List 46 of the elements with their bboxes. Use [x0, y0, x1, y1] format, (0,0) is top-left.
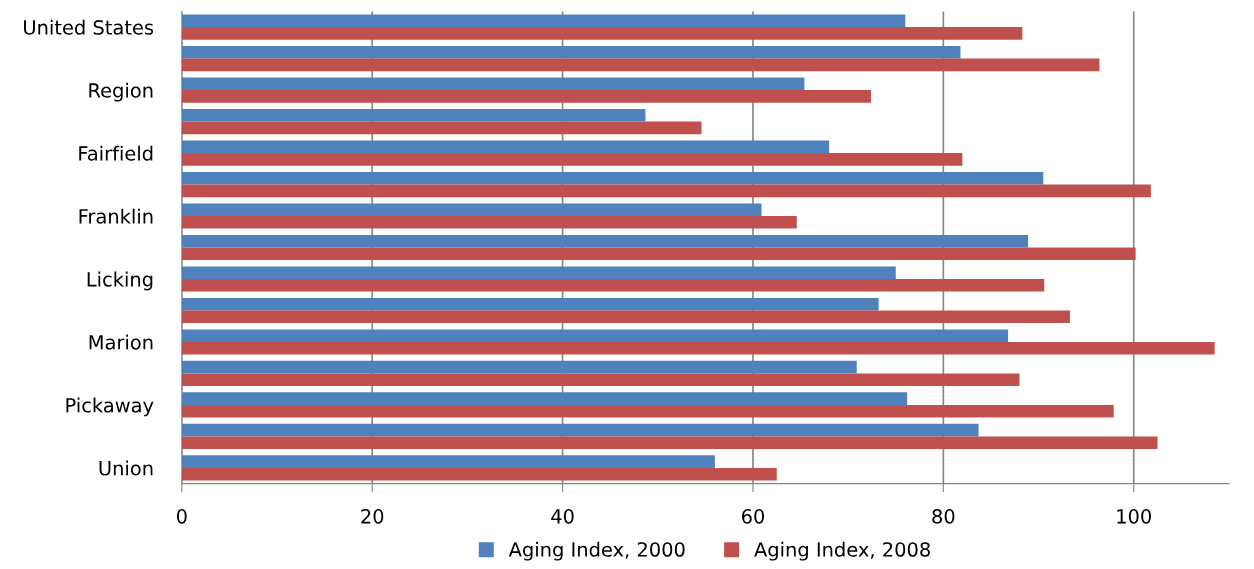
bar	[181, 455, 715, 468]
bar	[181, 436, 1158, 450]
x-tick-label: 80	[932, 508, 955, 524]
bar	[181, 234, 1029, 248]
bar	[181, 297, 879, 311]
bar	[181, 77, 805, 91]
bar	[181, 46, 961, 59]
bar	[181, 373, 1020, 387]
bar	[181, 108, 646, 122]
y-tick-label: United States	[24, 19, 154, 35]
y-tick-label: Marion	[89, 334, 153, 350]
x-tick-label: 40	[551, 508, 574, 524]
bar	[181, 392, 908, 405]
bar	[181, 310, 1070, 324]
x-tick-label: 20	[361, 508, 384, 524]
bar	[181, 153, 963, 166]
bar	[181, 467, 777, 481]
bar	[181, 247, 1136, 261]
x-tick-label: 60	[741, 508, 765, 524]
y-tick-label: Fairfield	[79, 145, 153, 161]
bar	[181, 14, 906, 28]
legend-label: Aging Index, 2008	[754, 541, 930, 561]
x-tick-label: 0	[176, 508, 187, 524]
bar	[181, 360, 857, 374]
bar	[181, 279, 1045, 292]
bar	[181, 140, 830, 154]
y-tick-label: Region	[89, 82, 153, 102]
bar	[181, 90, 872, 103]
bar	[181, 266, 896, 279]
legend-label: Aging Index, 2000	[508, 541, 685, 561]
bar	[181, 58, 1100, 72]
y-tick-label: Union	[99, 460, 153, 476]
y-tick-label: Pickaway	[66, 397, 154, 417]
bar	[181, 171, 1044, 185]
y-tick-label: Franklin	[79, 208, 153, 224]
bar	[181, 27, 1023, 40]
bar	[181, 341, 1215, 355]
bar	[181, 423, 979, 437]
bar	[181, 329, 1009, 342]
x-tick-label: 100	[1117, 508, 1151, 524]
bar	[181, 216, 797, 229]
bar	[181, 404, 1114, 418]
y-tick-label: Licking	[87, 271, 153, 291]
bar	[181, 184, 1151, 198]
bar	[181, 121, 702, 135]
bar	[181, 203, 762, 217]
